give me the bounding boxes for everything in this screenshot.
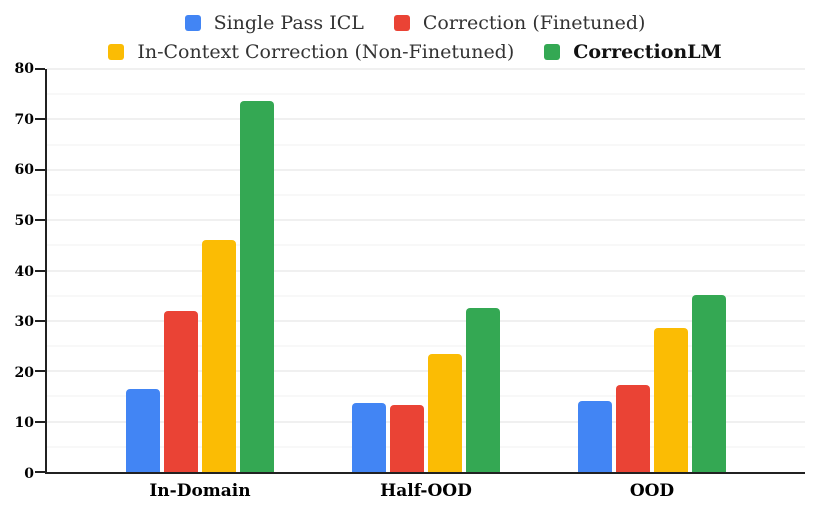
bar-group-in-domain: In-Domain xyxy=(126,69,274,501)
bar-single-pass-icl-half-ood xyxy=(352,403,386,472)
bar-correctionlm-in-domain xyxy=(240,101,274,472)
y-axis-tick xyxy=(35,168,45,171)
bar-group-half-ood: Half-OOD xyxy=(352,69,500,501)
gridline-minor xyxy=(47,144,805,146)
legend-label: CorrectionLM xyxy=(573,41,722,63)
y-tick-label: 70 xyxy=(14,111,34,128)
legend-swatch-correctionlm xyxy=(544,44,561,60)
gridline-major xyxy=(47,270,805,271)
bar-in-context-correction-non-finetuned-in-domain xyxy=(202,240,236,472)
y-tick-label: 80 xyxy=(14,61,34,77)
gridline-major xyxy=(47,68,805,70)
legend-label: Correction (Finetuned) xyxy=(422,12,646,34)
legend-item-correction-finetuned: Correction (Finetuned) xyxy=(393,12,646,34)
y-axis-tick xyxy=(35,370,45,373)
y-tick-label: 0 xyxy=(24,466,34,482)
bar-in-context-correction-non-finetuned-ood xyxy=(654,328,688,472)
gridline-minor xyxy=(47,93,805,95)
y-axis-tick xyxy=(35,420,45,423)
x-axis-label: In-Domain xyxy=(149,481,251,501)
bar-single-pass-icl-ood xyxy=(578,401,612,472)
y-axis-tick xyxy=(35,68,45,70)
y-tick-label: 60 xyxy=(14,162,34,179)
x-axis-label: Half-OOD xyxy=(380,481,472,501)
legend-swatch-in-context-correction-non-finetuned xyxy=(108,44,125,60)
y-tick-label: 40 xyxy=(14,263,34,280)
plot-area: In-Domain Half-OOD OOD xyxy=(35,68,805,501)
y-axis-tick xyxy=(35,471,45,473)
gridline-minor xyxy=(47,194,805,196)
chart-legend: Single Pass ICL Correction (Finetuned) In-… xyxy=(0,12,830,63)
y-axis-tick xyxy=(35,269,45,272)
y-tick-label: 30 xyxy=(14,314,34,331)
gridline-minor xyxy=(47,244,805,246)
legend-swatch-single-pass-icl xyxy=(184,15,201,31)
x-axis-label: OOD xyxy=(629,481,675,501)
gridline-major xyxy=(47,169,805,171)
legend-item-correctionlm: CorrectionLM xyxy=(544,41,722,63)
gridline-major xyxy=(47,370,805,372)
legend-row: In-Context Correction (Non-Finetuned) Cor… xyxy=(108,41,722,63)
y-axis-tick xyxy=(35,219,45,222)
bar-correction-finetuned-half-ood xyxy=(390,404,424,472)
legend-item-in-context-correction-non-finetuned: In-Context Correction (Non-Finetuned) xyxy=(108,41,514,63)
y-tick-label: 50 xyxy=(14,212,34,229)
bar-correctionlm-half-ood xyxy=(466,308,500,472)
bar-in-context-correction-non-finetuned-half-ood xyxy=(428,353,462,472)
bar-groups: In-Domain Half-OOD OOD xyxy=(47,69,805,501)
gridline-major xyxy=(47,421,805,423)
legend-item-single-pass-icl: Single Pass ICL xyxy=(184,12,364,34)
gridline-minor xyxy=(47,345,805,347)
y-axis-tick xyxy=(35,319,45,322)
legend-swatch-correction-finetuned xyxy=(393,15,410,31)
y-tick-label: 20 xyxy=(14,364,34,381)
bar-correctionlm-ood xyxy=(692,294,726,472)
legend-label: In-Context Correction (Non-Finetuned) xyxy=(137,41,515,63)
gridline-minor xyxy=(47,295,805,297)
gridline-major xyxy=(47,320,805,322)
bar-correction-finetuned-in-domain xyxy=(164,310,198,472)
y-tick-label: 10 xyxy=(14,415,34,432)
bar-single-pass-icl-in-domain xyxy=(126,388,160,472)
gridline-major xyxy=(47,118,805,120)
gridline-minor xyxy=(47,395,805,397)
bar-correction-finetuned-ood xyxy=(616,384,650,472)
gridline-major xyxy=(47,219,805,221)
gridline-minor xyxy=(47,446,805,448)
y-axis-tick xyxy=(35,118,45,121)
legend-label: Single Pass ICL xyxy=(213,12,364,34)
bar-group-ood: OOD xyxy=(578,69,726,501)
y-axis-labels: 0 10 20 30 40 50 60 70 80 xyxy=(0,62,34,481)
legend-row: Single Pass ICL Correction (Finetuned) xyxy=(184,12,646,34)
